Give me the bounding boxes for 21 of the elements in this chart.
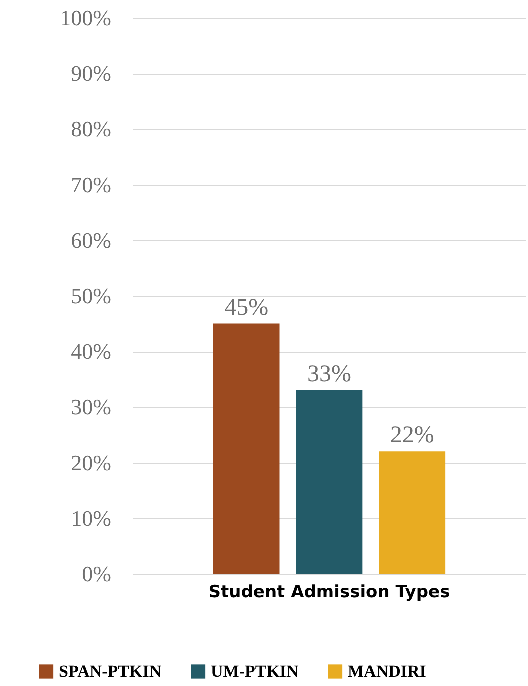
y-tick-label: 90% [71,61,112,86]
y-tick-label: 70% [71,172,112,198]
y-tick-label: 60% [71,228,112,253]
data-label: 33% [308,362,352,388]
bar [213,324,280,574]
bar [379,452,446,574]
legend-label: MANDIRI [348,662,427,681]
y-tick-label: 40% [71,339,112,364]
legend-label: SPAN-PTKIN [59,662,162,681]
y-tick-label: 10% [71,506,112,531]
x-tick-label: Student Admission Types [208,582,450,602]
data-label: 45% [224,294,269,321]
bar [296,390,363,574]
legend-label: UM-PTKIN [211,662,300,681]
y-tick-label: 80% [71,116,112,142]
y-tick-label: 50% [71,284,112,308]
y-tick-label: 0% [82,562,112,586]
y-tick-label: 20% [71,450,112,476]
y-tick-label: 30% [71,394,112,420]
data-label: 22% [390,422,434,449]
y-tick-label: 100% [60,6,112,30]
